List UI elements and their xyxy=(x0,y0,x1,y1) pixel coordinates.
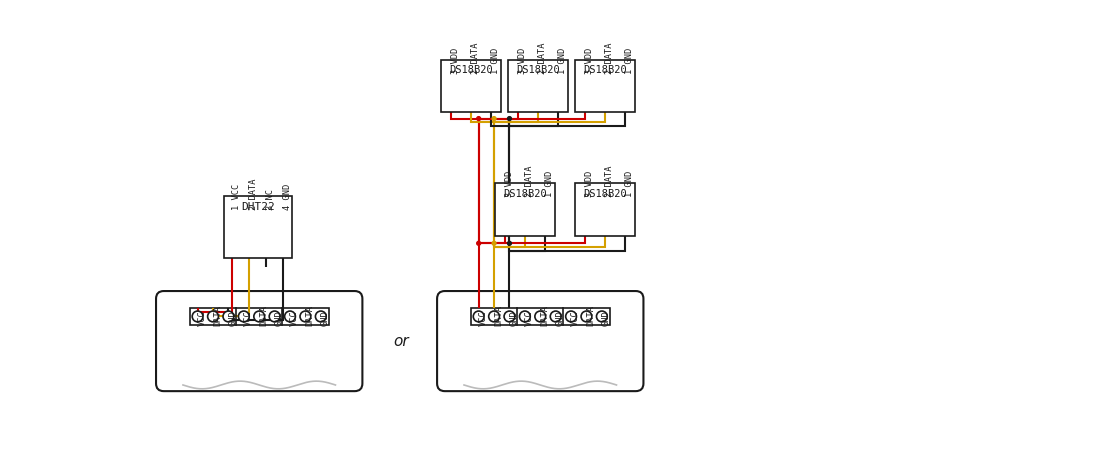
Bar xyxy=(190,308,329,325)
Text: GND: GND xyxy=(321,311,330,326)
Circle shape xyxy=(492,117,496,120)
Text: DHT22: DHT22 xyxy=(240,202,275,212)
Circle shape xyxy=(300,311,311,322)
Text: 2 DATA: 2 DATA xyxy=(525,166,534,197)
Circle shape xyxy=(207,311,218,322)
Circle shape xyxy=(550,311,561,322)
Circle shape xyxy=(504,311,515,322)
Circle shape xyxy=(492,242,496,245)
Circle shape xyxy=(520,311,531,322)
FancyBboxPatch shape xyxy=(156,291,363,391)
Text: GND: GND xyxy=(602,311,611,326)
Text: DATA: DATA xyxy=(213,305,222,326)
Circle shape xyxy=(535,311,546,322)
Text: 2 DATA: 2 DATA xyxy=(604,42,614,74)
Circle shape xyxy=(581,311,592,322)
Text: 2 DATA: 2 DATA xyxy=(471,42,480,74)
Circle shape xyxy=(269,311,280,322)
Bar xyxy=(224,196,291,258)
Circle shape xyxy=(315,311,326,322)
Text: 2 DATA: 2 DATA xyxy=(538,42,547,74)
Bar xyxy=(441,60,501,112)
Text: 3 VDD: 3 VDD xyxy=(585,48,593,74)
Circle shape xyxy=(507,117,512,120)
Text: VCC: VCC xyxy=(244,311,253,326)
Circle shape xyxy=(597,311,608,322)
Text: DS18B20: DS18B20 xyxy=(583,189,627,198)
Circle shape xyxy=(476,242,481,245)
Text: DS18B20: DS18B20 xyxy=(449,66,493,75)
Text: GND: GND xyxy=(510,311,518,326)
Text: GND: GND xyxy=(556,311,565,326)
Text: 3 VDD: 3 VDD xyxy=(518,48,527,74)
Bar xyxy=(471,308,610,325)
Text: VCC: VCC xyxy=(290,311,299,326)
Text: GND: GND xyxy=(228,311,237,326)
Text: VCC: VCC xyxy=(571,311,580,326)
Text: 1 GND: 1 GND xyxy=(491,48,500,74)
Text: 2 DATA: 2 DATA xyxy=(604,166,614,197)
Circle shape xyxy=(254,311,265,322)
Text: DATA: DATA xyxy=(587,305,596,326)
Bar xyxy=(575,60,635,112)
Text: 3 VDD: 3 VDD xyxy=(451,48,460,74)
Circle shape xyxy=(285,311,296,322)
Text: 1 GND: 1 GND xyxy=(625,48,634,74)
Text: DATA: DATA xyxy=(540,305,549,326)
Circle shape xyxy=(507,242,512,245)
Text: VCC: VCC xyxy=(197,311,206,326)
Text: DATA: DATA xyxy=(306,305,314,326)
Text: 3 VDD: 3 VDD xyxy=(505,171,514,197)
Text: DATA: DATA xyxy=(494,305,503,326)
Text: DS18B20: DS18B20 xyxy=(583,66,627,75)
Text: or: or xyxy=(393,334,409,348)
Circle shape xyxy=(566,311,577,322)
Text: DATA: DATA xyxy=(259,305,268,326)
Text: GND: GND xyxy=(275,311,283,326)
Text: 1 GND: 1 GND xyxy=(545,171,554,197)
Circle shape xyxy=(223,311,234,322)
Text: DS18B20: DS18B20 xyxy=(503,189,547,198)
Text: DS18B20: DS18B20 xyxy=(516,66,560,75)
FancyBboxPatch shape xyxy=(437,291,643,391)
Text: 3 NC: 3 NC xyxy=(266,189,275,210)
Text: 1 VCC: 1 VCC xyxy=(233,184,242,210)
Text: 2 DATA: 2 DATA xyxy=(249,179,258,210)
Circle shape xyxy=(238,311,249,322)
Text: 3 VDD: 3 VDD xyxy=(585,171,593,197)
Circle shape xyxy=(489,311,500,322)
Text: 1 GND: 1 GND xyxy=(625,171,634,197)
Text: 1 GND: 1 GND xyxy=(558,48,567,74)
Circle shape xyxy=(192,311,203,322)
Bar xyxy=(507,60,568,112)
Text: 4 GND: 4 GND xyxy=(283,184,292,210)
Circle shape xyxy=(473,311,484,322)
Circle shape xyxy=(476,117,481,120)
Bar xyxy=(495,183,555,236)
Text: VCC: VCC xyxy=(525,311,534,326)
Text: VCC: VCC xyxy=(479,311,488,326)
Bar xyxy=(575,183,635,236)
